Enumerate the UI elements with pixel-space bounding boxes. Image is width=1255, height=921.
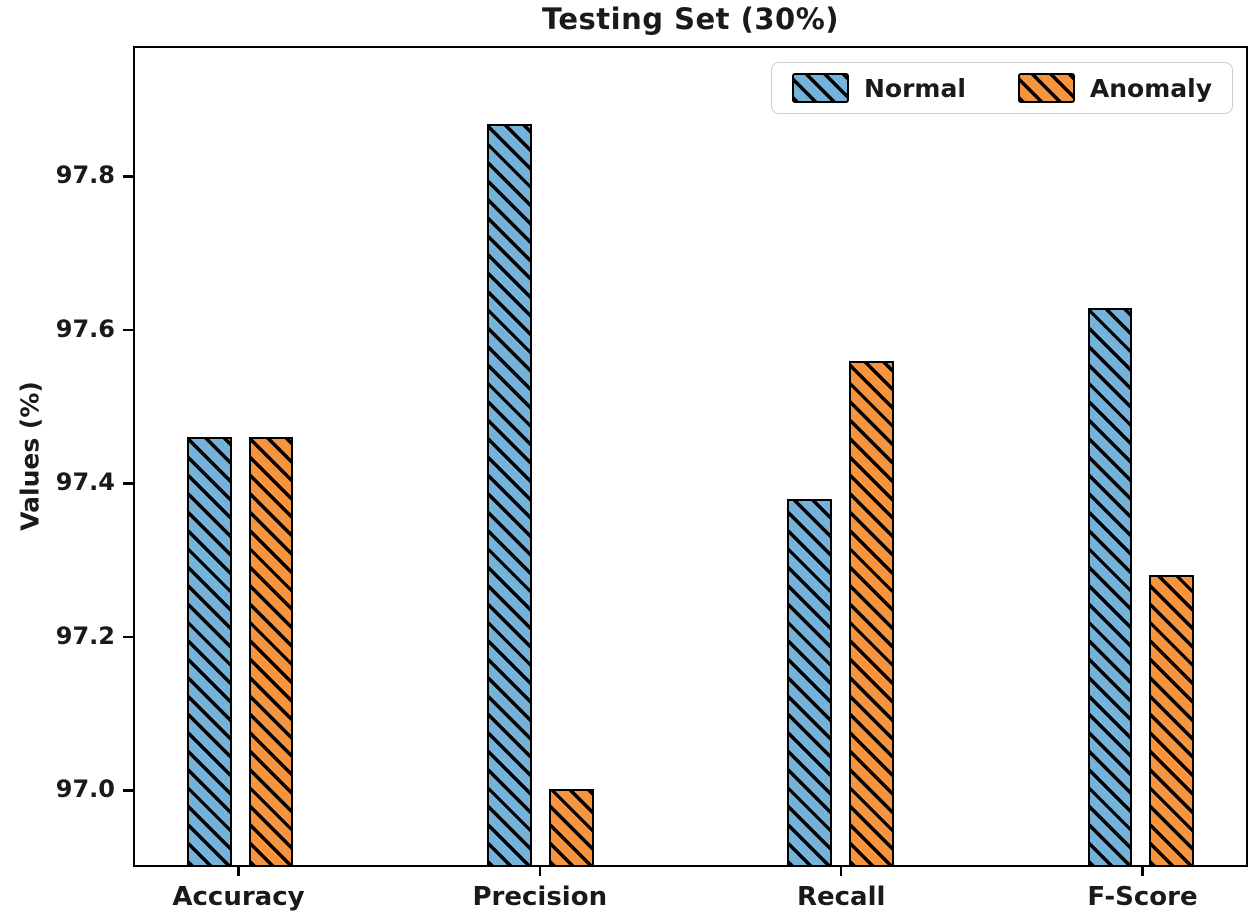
bar-anomaly-f-score [1149, 574, 1195, 865]
legend-swatch-normal [791, 73, 849, 103]
legend-label-anomaly: Anomaly [1089, 73, 1212, 103]
bar-anomaly-recall [849, 361, 894, 865]
legend-label-normal: Normal [863, 73, 966, 103]
x-tick-mark-recall [839, 867, 843, 876]
bar-normal-f-score [1087, 307, 1133, 865]
y-tick-label-97.6: 97.6 [55, 314, 115, 343]
legend-entry-anomaly: Anomaly [1017, 73, 1212, 103]
x-category-label-accuracy: Accuracy [172, 882, 305, 912]
legend-entry-normal: Normal [791, 73, 966, 103]
legend-swatch-anomaly [1017, 73, 1075, 103]
y-tick-mark-97.2 [123, 635, 133, 639]
y-tick-label-97.0: 97.0 [55, 775, 115, 804]
bar-normal-precision [487, 124, 532, 865]
y-tick-mark-97.6 [123, 328, 133, 332]
y-axis-label: Values (%) [15, 381, 45, 531]
plot-area: Normal Anomaly [133, 46, 1248, 867]
x-category-label-recall: Recall [796, 882, 886, 912]
y-tick-mark-97.8 [123, 175, 133, 178]
y-tick-mark-97.4 [123, 482, 133, 485]
bar-normal-accuracy [186, 437, 232, 865]
bar-normal-recall [787, 498, 833, 865]
legend: Normal Anomaly [770, 62, 1233, 114]
y-tick-label-97.2: 97.2 [55, 621, 115, 650]
x-tick-mark-f-score [1141, 867, 1144, 876]
x-category-label-f-score: F-Score [1087, 882, 1198, 912]
y-tick-label-97.8: 97.8 [55, 161, 115, 190]
y-tick-label-97.4: 97.4 [55, 468, 115, 497]
chart-title: Testing Set (30%) [541, 2, 840, 36]
x-category-label-precision: Precision [472, 882, 608, 912]
bar-anomaly-precision [548, 788, 594, 865]
y-tick-mark-97.0 [123, 789, 133, 792]
bar-anomaly-accuracy [248, 437, 294, 865]
x-tick-mark-precision [538, 867, 542, 876]
x-tick-mark-accuracy [237, 867, 240, 876]
